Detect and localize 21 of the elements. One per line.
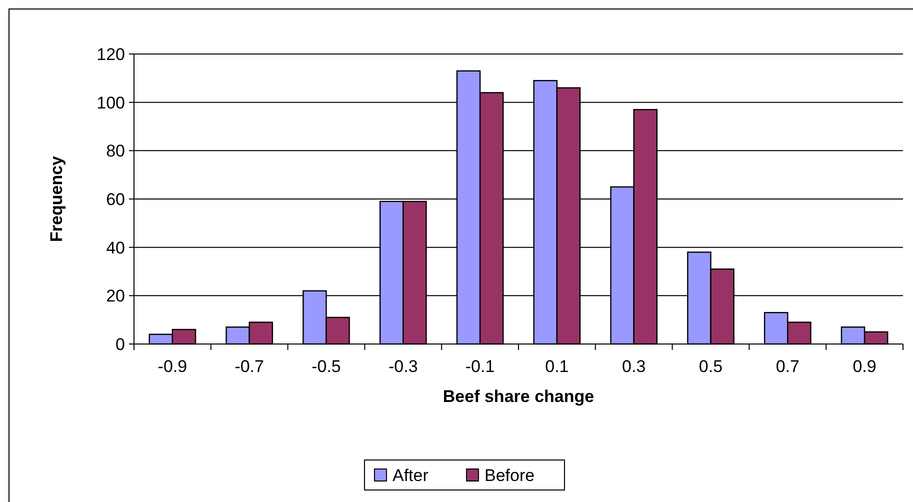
x-tick-label: 0.9 bbox=[852, 357, 876, 376]
y-tick-label: 60 bbox=[106, 190, 125, 209]
x-tick-label: -0.7 bbox=[234, 357, 264, 376]
x-tick-label: 0.7 bbox=[776, 357, 800, 376]
y-tick-label: 100 bbox=[96, 93, 125, 112]
x-tick-label: 0.3 bbox=[622, 357, 646, 376]
x-tick-label: -0.3 bbox=[388, 357, 418, 376]
x-tick-label: 0.1 bbox=[545, 357, 569, 376]
legend-label: Before bbox=[484, 466, 535, 485]
x-tick-label: 0.5 bbox=[698, 357, 723, 376]
x-tick-label: -0.5 bbox=[312, 357, 341, 376]
y-tick-label: 40 bbox=[106, 238, 125, 258]
x-axis-title: Beef share change bbox=[442, 387, 594, 406]
y-tick-label: 120 bbox=[96, 44, 125, 64]
x-tick-label: -0.1 bbox=[465, 357, 495, 376]
y-tick-label: 20 bbox=[106, 286, 125, 306]
y-axis-title: Frequency bbox=[47, 155, 66, 242]
x-tick-label: -0.9 bbox=[158, 357, 188, 376]
y-tick-label: 80 bbox=[106, 142, 125, 161]
y-tick-label: 0 bbox=[116, 334, 125, 354]
legend-label: After bbox=[392, 466, 429, 485]
